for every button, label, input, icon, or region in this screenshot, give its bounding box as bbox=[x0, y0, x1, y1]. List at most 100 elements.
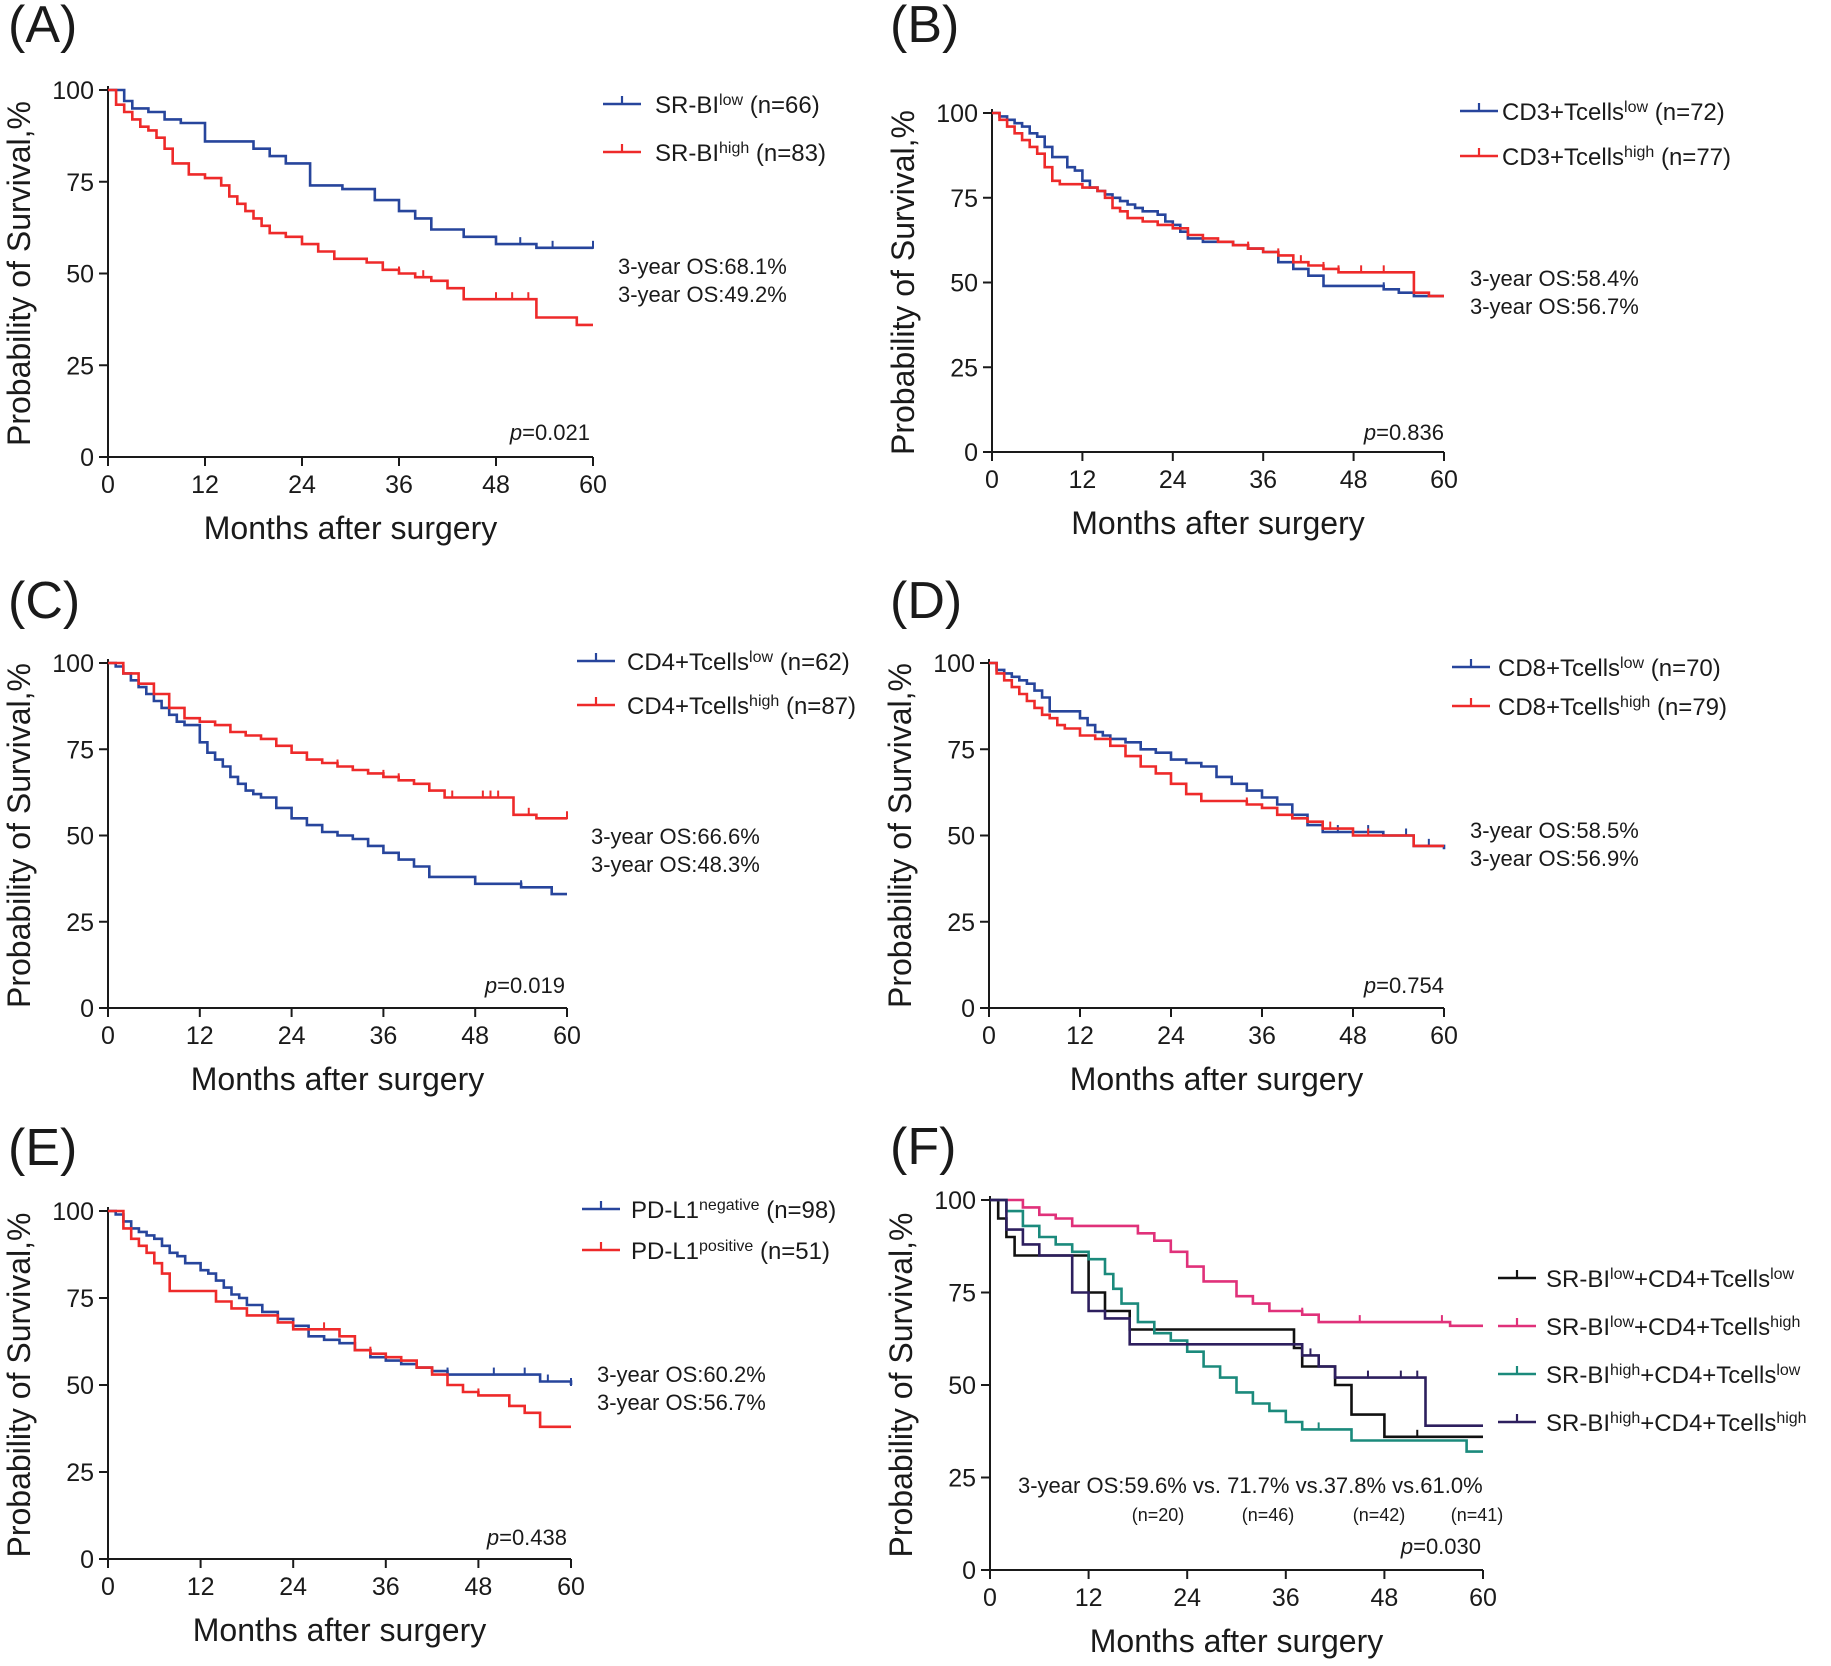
p-value: p=0.019 bbox=[484, 973, 565, 998]
os-annotation: 3-year OS:58.4% bbox=[1470, 266, 1639, 291]
panel-f: (F) 0 25 50 75 100 0 12 24 36 48 60 Months after sur… bbox=[883, 1118, 1807, 1659]
y-tick-label: 75 bbox=[950, 185, 978, 213]
panel-label: (C) bbox=[8, 572, 80, 630]
x-tick-label: 12 bbox=[186, 1022, 214, 1050]
x-tick-label: 48 bbox=[461, 1022, 489, 1050]
x-tick-label: 24 bbox=[288, 471, 316, 499]
x-axis-title: Months after surgery bbox=[1070, 1061, 1363, 1097]
x-axis-title: Months after surgery bbox=[1090, 1623, 1383, 1659]
km-curve-blue bbox=[992, 111, 1444, 298]
y-axis-title: Probability of Survival,% bbox=[882, 663, 918, 1008]
y-tick-label: 50 bbox=[66, 1372, 94, 1400]
p-value: p=0.021 bbox=[509, 420, 590, 445]
x-tick-label: 36 bbox=[385, 471, 413, 499]
x-tick-label: 36 bbox=[372, 1573, 400, 1601]
y-tick-label: 75 bbox=[947, 736, 975, 764]
y-tick-label: 75 bbox=[66, 736, 94, 764]
y-tick-label: 75 bbox=[948, 1280, 976, 1308]
y-axis-title: Probability of Survival,% bbox=[1, 101, 37, 446]
legend-label: PD-L1positive (n=51) bbox=[631, 1238, 830, 1266]
x-tick-label: 0 bbox=[982, 1022, 996, 1050]
y-tick-label: 25 bbox=[66, 1459, 94, 1487]
y-tick-label: 50 bbox=[66, 823, 94, 851]
y-tick-label: 100 bbox=[936, 100, 978, 128]
x-tick-label: 24 bbox=[278, 1022, 306, 1050]
panel-c: (C) 0 25 50 75 100 0 12 24 36 48 60 Months after sur… bbox=[1, 572, 856, 1097]
panel-label: (F) bbox=[890, 1118, 956, 1176]
os-annotation: 3-year OS:58.5% bbox=[1470, 818, 1639, 843]
y-tick-label: 75 bbox=[66, 169, 94, 197]
y-tick-label: 50 bbox=[948, 1372, 976, 1400]
n-label: (n=46) bbox=[1242, 1505, 1295, 1525]
y-tick-label: 25 bbox=[950, 354, 978, 382]
y-tick-label: 25 bbox=[66, 909, 94, 937]
os-annotation: 3-year OS:56.7% bbox=[597, 1390, 766, 1415]
x-tick-label: 60 bbox=[1430, 1022, 1458, 1050]
x-tick-label: 0 bbox=[101, 471, 115, 499]
p-value: p=0.754 bbox=[1363, 973, 1444, 998]
x-tick-label: 12 bbox=[1068, 466, 1096, 494]
y-axis-title: Probability of Survival,% bbox=[1, 1212, 37, 1557]
y-axis-title: Probability of Survival,% bbox=[1, 663, 37, 1008]
y-tick-label: 0 bbox=[80, 1546, 94, 1574]
x-tick-label: 0 bbox=[983, 1584, 997, 1612]
legend-label: SR-BIhigh (n=83) bbox=[655, 140, 826, 168]
p-value: p=0.836 bbox=[1363, 420, 1444, 445]
panel-label: (E) bbox=[8, 1119, 77, 1177]
legend-label: SR-BIhigh+CD4+Tcellslow bbox=[1546, 1362, 1801, 1390]
x-tick-label: 0 bbox=[101, 1573, 115, 1601]
x-tick-label: 12 bbox=[191, 471, 219, 499]
legend-label: PD-L1negative (n=98) bbox=[631, 1197, 836, 1225]
x-tick-label: 24 bbox=[1159, 466, 1187, 494]
os-annotation: 3-year OS:66.6% bbox=[591, 824, 760, 849]
y-tick-label: 50 bbox=[947, 823, 975, 851]
legend-label: SR-BIlow+CD4+Tcellshigh bbox=[1546, 1314, 1800, 1342]
os-annotation: 3-year OS:56.9% bbox=[1470, 846, 1639, 871]
panel-a: (A) 0 25 50 75 100 0 12 24 36 48 60 Months after sur… bbox=[1, 0, 826, 546]
x-tick-label: 36 bbox=[1248, 1022, 1276, 1050]
legend-label: CD3+Tcellshigh (n=77) bbox=[1502, 144, 1731, 172]
y-tick-label: 25 bbox=[947, 909, 975, 937]
y-tick-label: 100 bbox=[52, 650, 94, 678]
panel-label: (D) bbox=[890, 572, 962, 630]
x-tick-label: 12 bbox=[187, 1573, 215, 1601]
x-tick-label: 48 bbox=[1370, 1584, 1398, 1612]
km-curve-blue bbox=[108, 88, 593, 250]
km-curve-red bbox=[108, 661, 567, 820]
x-tick-label: 48 bbox=[1340, 466, 1368, 494]
x-tick-label: 36 bbox=[369, 1022, 397, 1050]
n-label: (n=42) bbox=[1353, 1505, 1406, 1525]
x-tick-label: 60 bbox=[1469, 1584, 1497, 1612]
os-annotation: 3-year OS:60.2% bbox=[597, 1362, 766, 1387]
x-tick-label: 24 bbox=[1173, 1584, 1201, 1612]
km-curve-teal bbox=[990, 1198, 1483, 1453]
y-tick-label: 25 bbox=[948, 1465, 976, 1493]
y-tick-label: 50 bbox=[950, 270, 978, 298]
x-axis-title: Months after surgery bbox=[193, 1612, 486, 1648]
y-tick-label: 25 bbox=[66, 352, 94, 380]
y-axis-title: Probability of Survival,% bbox=[885, 110, 921, 455]
panel-d: (D) 0 25 50 75 100 0 12 24 36 48 60 Months after sur… bbox=[882, 572, 1727, 1097]
km-curve-red bbox=[989, 661, 1444, 848]
panel-label: (A) bbox=[8, 0, 77, 54]
y-tick-label: 0 bbox=[962, 1557, 976, 1585]
n-label: (n=41) bbox=[1451, 1505, 1504, 1525]
y-tick-label: 75 bbox=[66, 1285, 94, 1313]
km-curve-navy bbox=[990, 1198, 1483, 1427]
x-tick-label: 36 bbox=[1249, 466, 1277, 494]
x-tick-label: 24 bbox=[1157, 1022, 1185, 1050]
x-tick-label: 12 bbox=[1066, 1022, 1094, 1050]
x-tick-label: 60 bbox=[579, 471, 607, 499]
x-tick-label: 60 bbox=[1430, 466, 1458, 494]
y-tick-label: 0 bbox=[964, 439, 978, 467]
y-tick-label: 100 bbox=[933, 650, 975, 678]
y-tick-label: 50 bbox=[66, 261, 94, 289]
n-label: (n=20) bbox=[1132, 1505, 1185, 1525]
p-value: p=0.030 bbox=[1400, 1534, 1481, 1559]
panel-b: (B) 0 25 50 75 100 0 12 24 36 48 60 Months after sur… bbox=[885, 0, 1731, 541]
km-curve-black bbox=[990, 1198, 1483, 1439]
y-tick-label: 0 bbox=[80, 995, 94, 1023]
x-tick-label: 48 bbox=[1339, 1022, 1367, 1050]
km-curve-blue bbox=[989, 661, 1446, 850]
